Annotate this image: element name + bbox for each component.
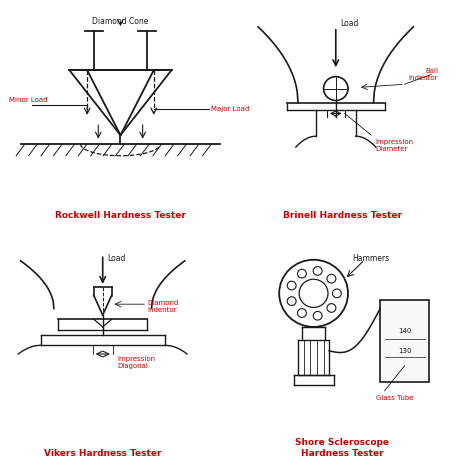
Text: Vikers Hardness Tester: Vikers Hardness Tester (44, 449, 162, 458)
Text: Ball
Indentor: Ball Indentor (409, 68, 438, 81)
Text: Brinell Hardness Tester: Brinell Hardness Tester (283, 210, 402, 219)
Text: Impression
Diameter: Impression Diameter (376, 139, 414, 153)
Text: 130: 130 (398, 348, 411, 354)
Text: Major Load: Major Load (211, 106, 250, 112)
Text: Hammers: Hammers (353, 255, 390, 264)
Text: Load: Load (107, 255, 126, 264)
FancyBboxPatch shape (380, 300, 429, 382)
Text: Load: Load (340, 19, 359, 28)
Text: Diamond Cone: Diamond Cone (92, 17, 149, 26)
Text: Glass Tube: Glass Tube (376, 395, 413, 401)
Text: Rockwell Hardness Tester: Rockwell Hardness Tester (55, 210, 186, 219)
Text: Minor Load: Minor Load (9, 97, 48, 103)
Text: 140: 140 (398, 328, 411, 334)
Text: Shore Scleroscope
Hardness Tester: Shore Scleroscope Hardness Tester (295, 438, 390, 458)
Text: Diamond
Indentor: Diamond Indentor (147, 300, 179, 313)
Text: Impression
Diagonal: Impression Diagonal (117, 356, 155, 369)
